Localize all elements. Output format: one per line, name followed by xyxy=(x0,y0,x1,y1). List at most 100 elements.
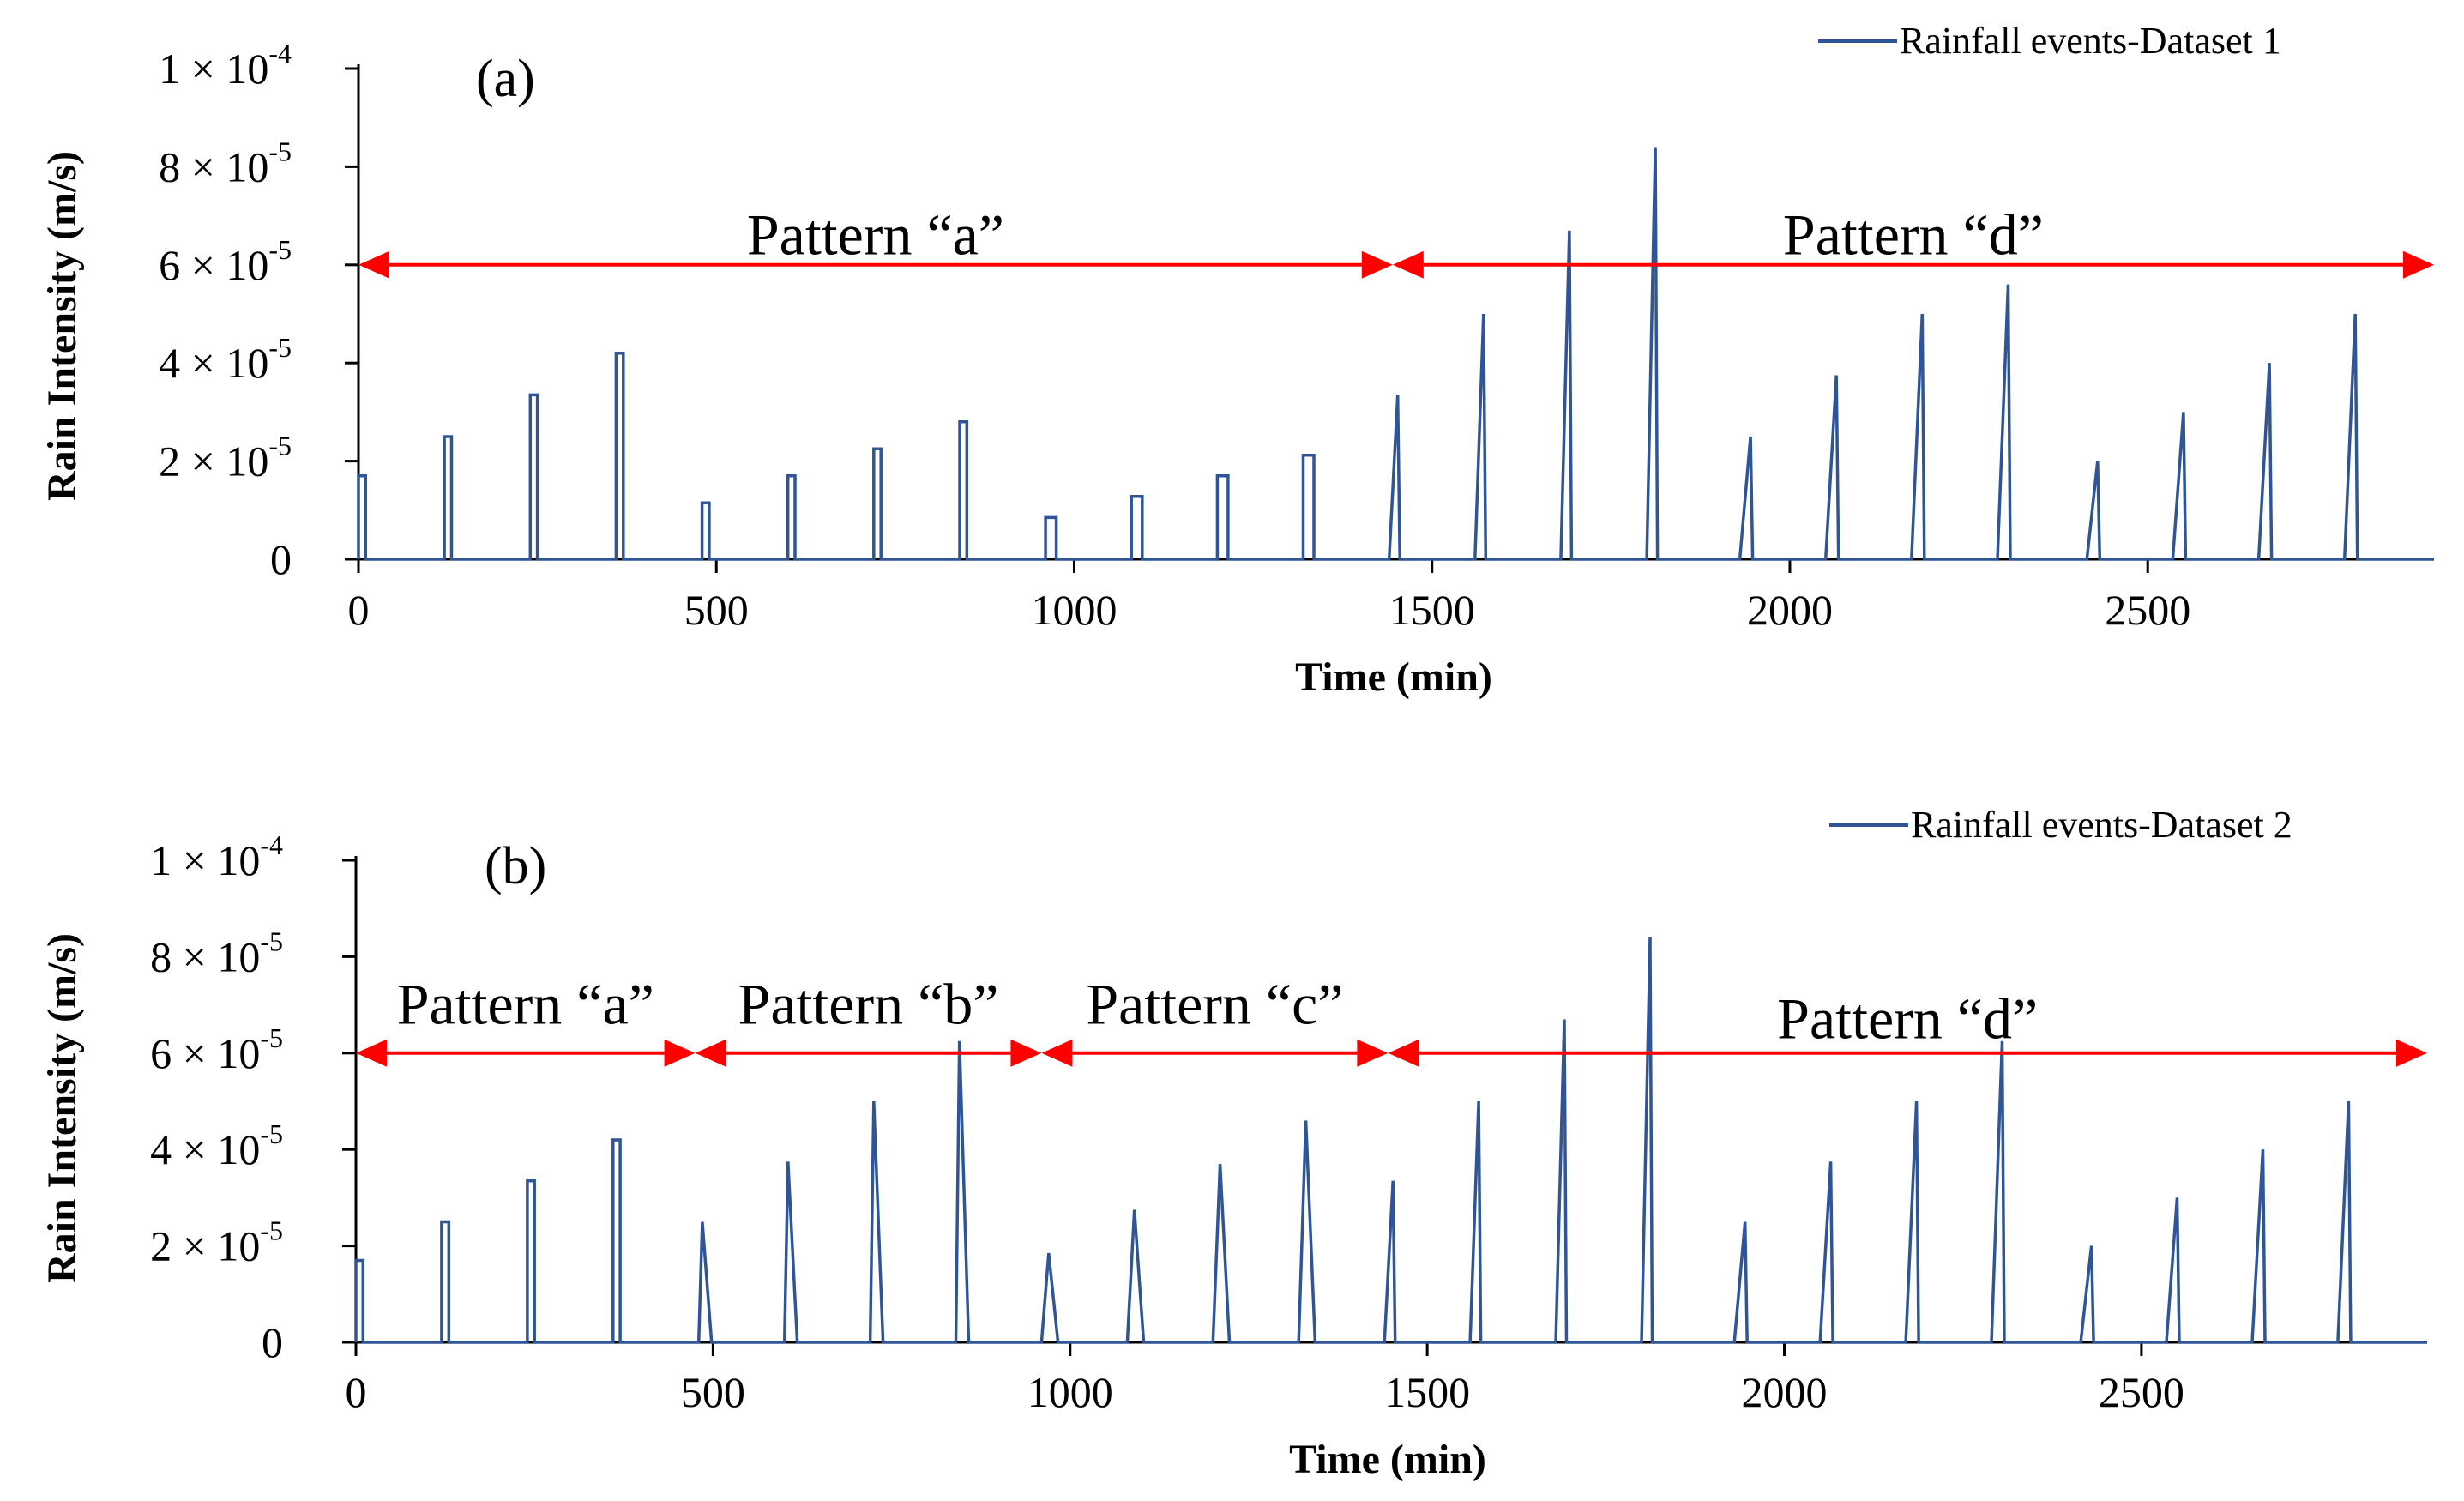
annotation-arrowhead-right xyxy=(664,1039,696,1067)
event-peak-point xyxy=(873,1100,875,1102)
event-peak-point xyxy=(1750,436,1751,437)
x-tick-label: 500 xyxy=(684,586,749,634)
event-peak-point xyxy=(612,1139,614,1141)
pattern-label: Pattern “c” xyxy=(1086,972,1343,1037)
event-peak-point xyxy=(1830,1160,1832,1162)
x-tick-label: 2000 xyxy=(1742,1368,1828,1416)
annotation-arrowhead-left xyxy=(356,1039,387,1067)
legend: Rainfall events-Dataset 1 xyxy=(1818,20,2281,62)
x-tick-label: 1000 xyxy=(1031,586,1117,634)
event-peak-point xyxy=(1397,394,1399,395)
y-axis-title: Rain Intensity (m/s) xyxy=(39,933,85,1283)
event-peak-point xyxy=(1649,937,1651,938)
event-peak-point xyxy=(2268,362,2270,364)
x-tick-label: 2000 xyxy=(1747,586,1833,634)
y-tick-exponent: -5 xyxy=(268,332,292,363)
series-line-1 xyxy=(354,937,2427,1344)
y-tick-label: 4 × 10-5 xyxy=(150,1118,283,1173)
event-peak-point xyxy=(1134,1209,1136,1210)
y-tick-base: 8 × 10 xyxy=(150,932,260,980)
legend-label: Rainfall events-Dataset 2 xyxy=(1911,804,2292,846)
x-axis-title: Time (min) xyxy=(1295,654,1492,700)
y-tick-base: 8 × 10 xyxy=(159,142,268,190)
y-tick-label: 6 × 10-5 xyxy=(150,1022,283,1077)
event-peak-point xyxy=(1654,147,1656,148)
event-peak-point xyxy=(529,394,531,395)
series-line-1 xyxy=(357,147,2434,561)
y-tick-base: 2 × 10 xyxy=(150,1222,260,1270)
event-peak-point xyxy=(1045,516,1046,518)
event-peak-point xyxy=(1483,313,1485,315)
event-peak-point xyxy=(702,1221,703,1223)
event-peak-point xyxy=(959,421,961,423)
event-peak-point xyxy=(702,502,703,503)
y-tick-label: 2 × 10-5 xyxy=(150,1215,283,1270)
event-peak-point xyxy=(1048,1252,1050,1254)
event-peak-point xyxy=(615,353,617,354)
y-tick-base: 0 xyxy=(270,535,292,583)
y-tick-base: 1 × 10 xyxy=(159,45,268,93)
pattern-label: Pattern “a” xyxy=(747,202,1004,267)
y-tick-base: 6 × 10 xyxy=(150,1029,260,1077)
x-tick-label: 0 xyxy=(348,586,370,634)
event-peak-point xyxy=(787,475,789,477)
y-tick-exponent: -5 xyxy=(260,1118,283,1149)
y-tick-exponent: -4 xyxy=(260,829,283,860)
event-peak-point xyxy=(1478,1100,1479,1102)
annotation-arrowhead-left xyxy=(1041,1039,1073,1067)
event-peak-point xyxy=(2177,1197,2178,1198)
y-tick-exponent: -5 xyxy=(268,234,292,265)
event-peak-point xyxy=(1563,1018,1565,1020)
event-peak-point xyxy=(358,475,359,477)
pattern-label: Pattern “a” xyxy=(397,972,654,1037)
y-tick-exponent: -4 xyxy=(268,38,292,69)
y-tick-exponent: -5 xyxy=(268,431,292,461)
y-tick-base: 1 × 10 xyxy=(150,836,260,884)
event-peak-point xyxy=(1835,375,1837,377)
panel-label: (a) xyxy=(476,50,535,108)
pattern-label: Pattern “b” xyxy=(738,972,999,1037)
event-peak-point xyxy=(2347,1100,2349,1102)
legend: Rainfall events-Dataset 2 xyxy=(1829,804,2292,846)
event-peak-point xyxy=(443,436,445,437)
y-tick-label: 2 × 10-5 xyxy=(159,431,292,485)
x-axis-title: Time (min) xyxy=(1289,1437,1486,1482)
event-peak-point xyxy=(2091,1245,2093,1247)
y-tick-exponent: -5 xyxy=(260,1215,283,1246)
panel-label: (b) xyxy=(485,837,546,895)
y-tick-label: 1 × 10-4 xyxy=(159,38,292,93)
event-peak-point xyxy=(1921,313,1923,315)
panel-a: (a) Time (min) Rain Intensity (m/s) Rain… xyxy=(39,20,2434,700)
x-tick-label: 2500 xyxy=(2105,586,2190,634)
y-tick-label: 0 xyxy=(262,1318,283,1366)
event-peak-point xyxy=(1744,1221,1746,1223)
y-tick-base: 0 xyxy=(262,1318,283,1366)
pattern-label: Pattern “d” xyxy=(1783,202,2044,267)
annotation-arrowhead-right xyxy=(1361,250,1393,279)
x-tick-label: 2500 xyxy=(2099,1368,2184,1416)
x-tick-label: 1000 xyxy=(1027,1368,1113,1416)
x-tick-label: 500 xyxy=(681,1368,745,1416)
y-tick-exponent: -5 xyxy=(268,136,292,166)
annotation-arrowhead-left xyxy=(1392,250,1424,279)
y-tick-label: 0 xyxy=(270,535,292,583)
legend-label: Rainfall events-Dataset 1 xyxy=(1900,20,2281,62)
event-peak-point xyxy=(2262,1148,2263,1150)
y-tick-label: 1 × 10-4 xyxy=(150,829,283,884)
event-peak-point xyxy=(2183,411,2184,413)
y-tick-label: 8 × 10-5 xyxy=(150,925,283,980)
annotation-arrowhead-right xyxy=(2403,250,2434,279)
event-peak-point xyxy=(1392,1180,1394,1182)
event-peak-point xyxy=(1216,475,1218,477)
annotation-arrowhead-left xyxy=(1388,1039,1419,1067)
y-tick-label: 6 × 10-5 xyxy=(159,234,292,289)
x-tick-label: 1500 xyxy=(1384,1368,1470,1416)
annotation-arrowhead-right xyxy=(1357,1039,1389,1067)
event-peak-point xyxy=(1220,1163,1221,1165)
y-tick-exponent: -5 xyxy=(260,925,283,956)
y-tick-label: 4 × 10-5 xyxy=(159,332,292,387)
y-tick-base: 4 × 10 xyxy=(159,339,268,387)
y-tick-label: 8 × 10-5 xyxy=(159,136,292,190)
